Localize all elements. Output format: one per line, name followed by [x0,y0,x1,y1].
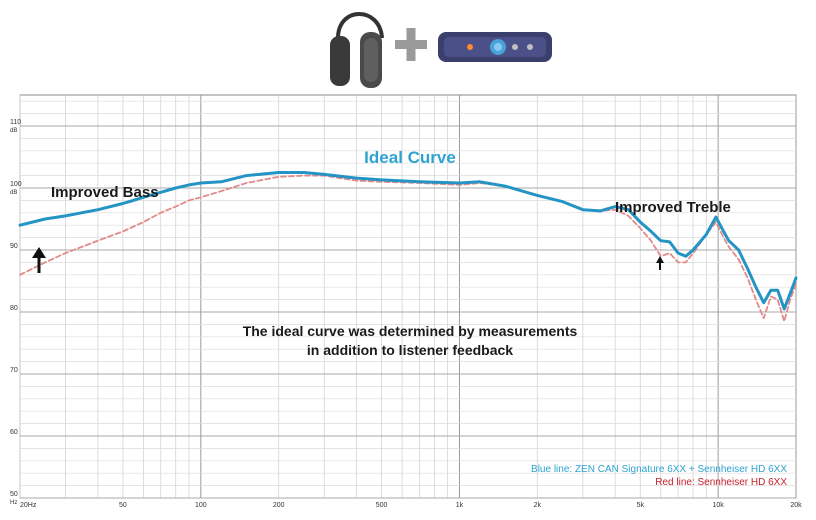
x-tick-label: 1k [456,502,464,509]
x-axis: 20Hz 50 100 200 500 1k 2k 5k 10k 20k [20,502,802,509]
treble-arrow-icon [656,256,664,270]
plus-icon [395,28,427,61]
x-tick-label: 20k [790,502,802,509]
x-tick-label: 2k [534,502,542,509]
y-tick-unit: dB [10,190,17,196]
y-tick-unit: dB [10,128,17,134]
y-tick-label: 80 [10,305,18,312]
x-tick-label: 10k [712,502,724,509]
x-tick-label: 200 [273,502,285,509]
y-tick-label: 70 [10,367,18,374]
treble-annotation: Improved Treble [615,199,731,216]
x-tick-label: 5k [637,502,645,509]
note-line-2: in addition to listener feedback [307,342,513,358]
grid [19,95,797,499]
amplifier-image [438,32,552,62]
x-tick-label: 20Hz [20,502,37,509]
chart-title: Ideal Curve [364,148,456,167]
y-tick-unit: Hz [10,500,17,506]
y-tick-label: 90 [10,243,18,250]
bass-arrow-icon [32,247,46,273]
y-tick-label: 60 [10,429,18,436]
series-lines [18,171,798,323]
headphones-image [330,12,384,88]
y-tick-label: 110 [10,119,21,126]
series-line-blue [18,171,798,311]
note-line-1: The ideal curve was determined by measur… [243,323,578,339]
bass-annotation: Improved Bass [51,184,159,201]
x-tick-label: 50 [119,502,127,509]
y-tick-label: 100 [10,181,22,188]
legend-blue: Blue line: ZEN CAN Signature 6XX + Sennh… [531,464,787,475]
legend-red: Red line: Sennheiser HD 6XX [655,477,787,488]
y-tick-label: 50 [10,491,18,498]
y-axis: 50 Hz 60 70 80 90 100 dB 110 dB [10,119,22,506]
x-tick-label: 500 [376,502,388,509]
x-tick-label: 100 [195,502,207,509]
